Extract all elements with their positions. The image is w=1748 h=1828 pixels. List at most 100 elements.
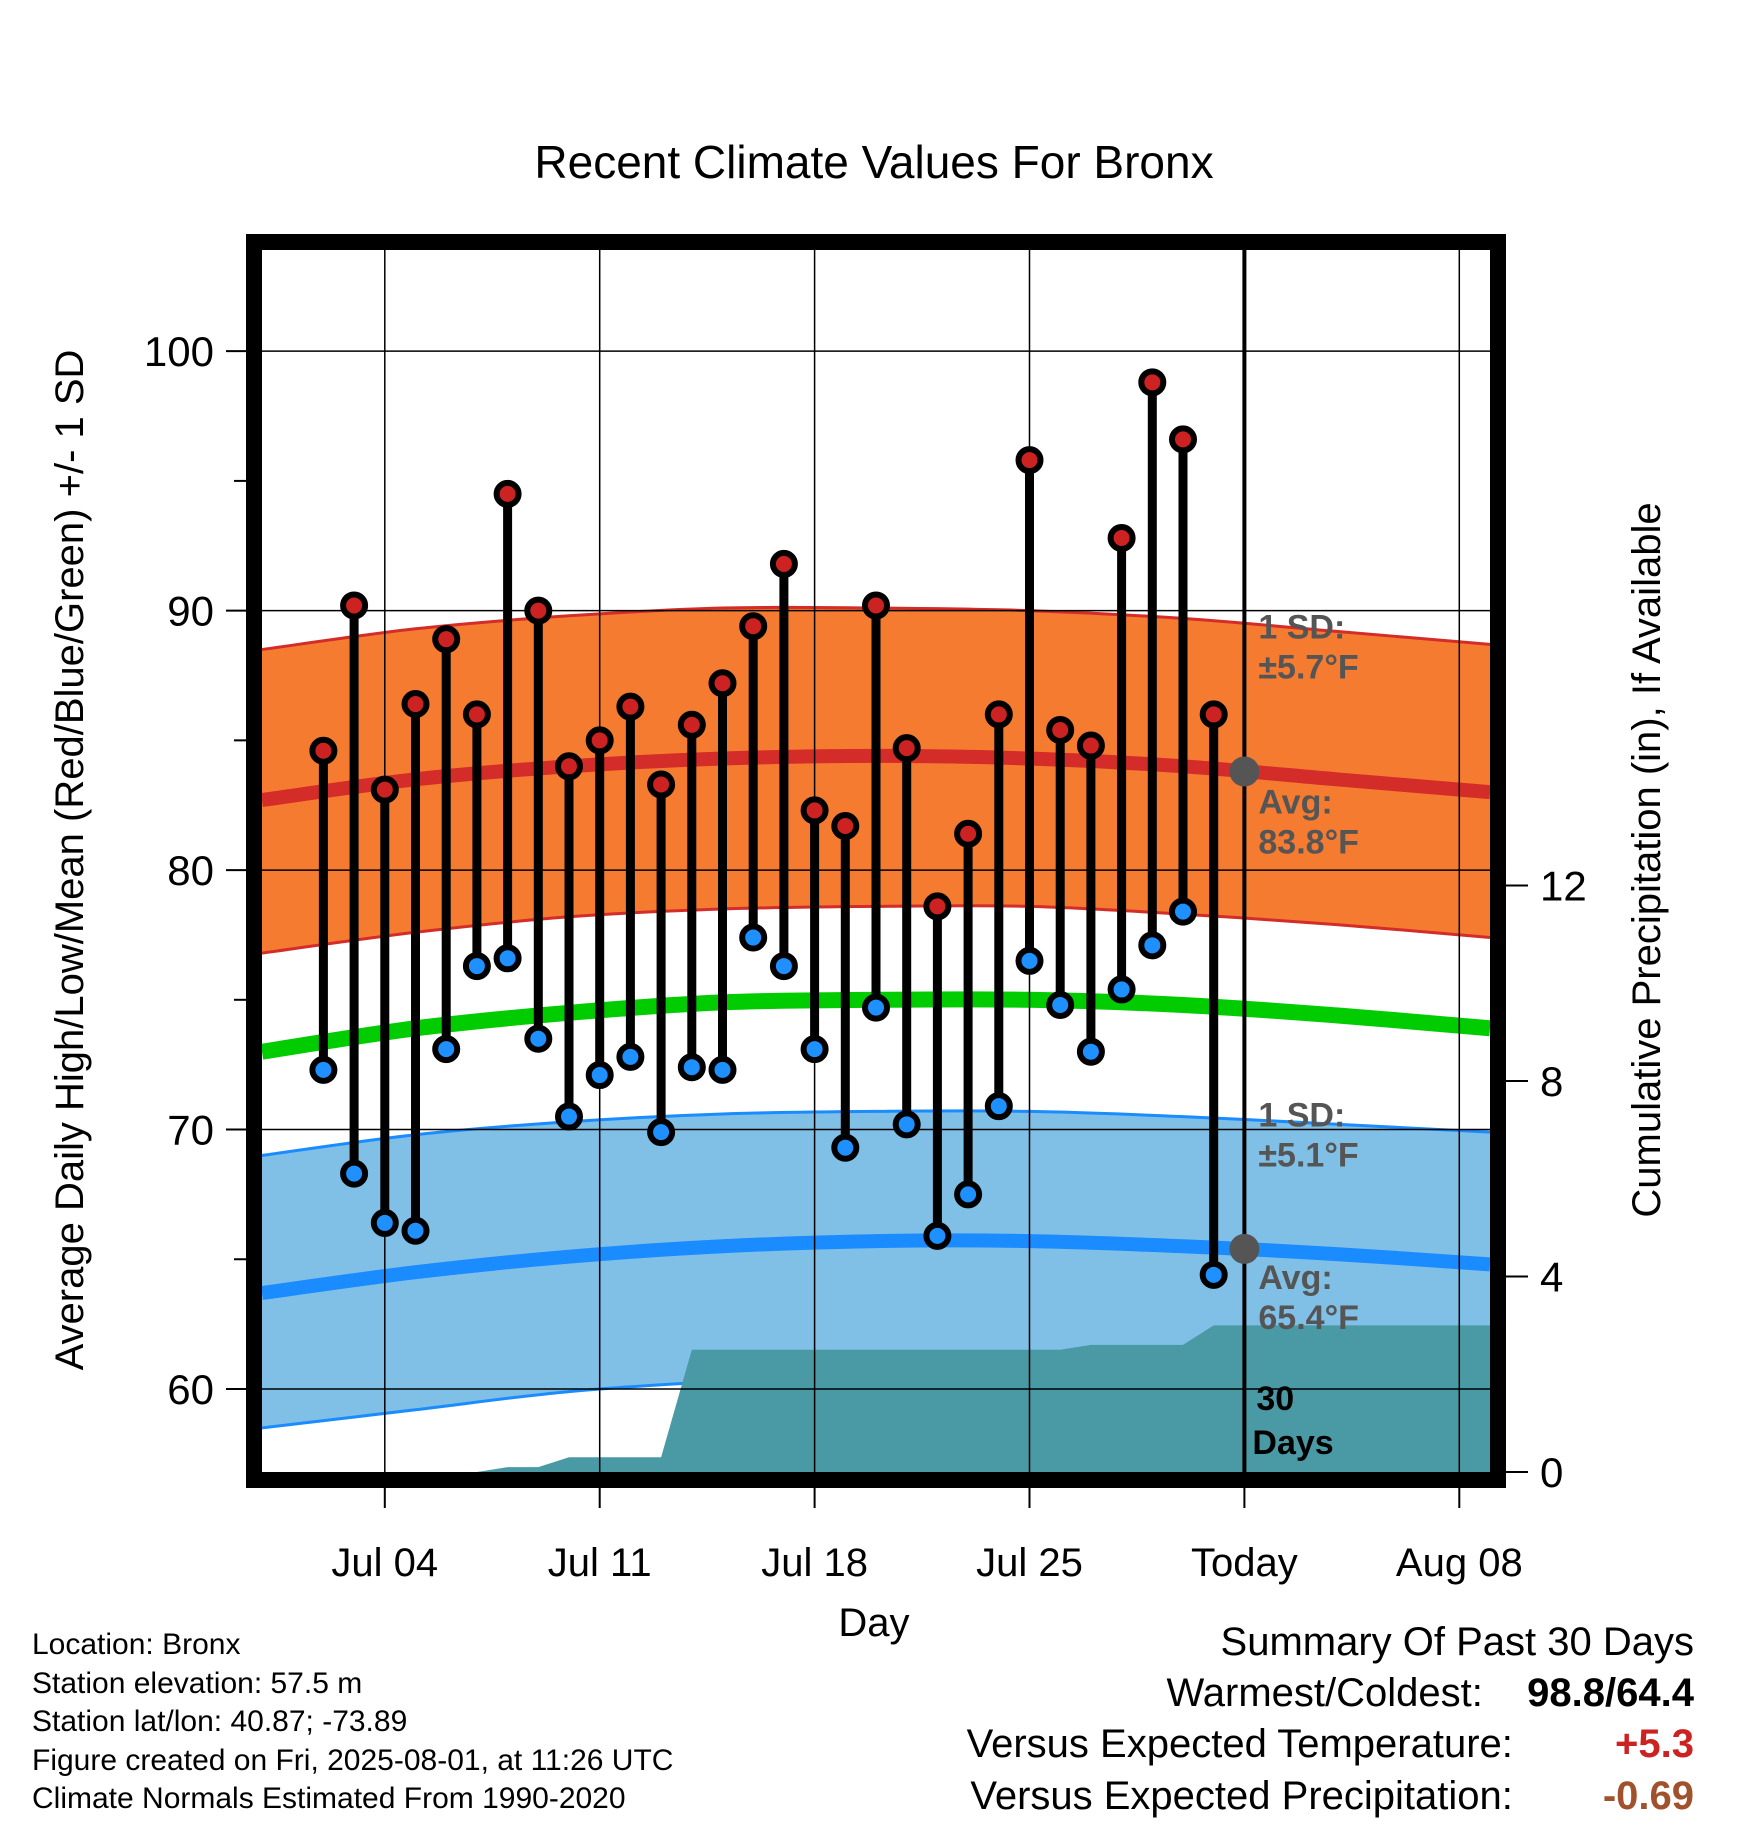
chart-title: Recent Climate Values For Bronx (534, 136, 1213, 188)
high-point (1107, 523, 1136, 552)
high-point (739, 612, 768, 641)
station-elevation: Station elevation: 57.5 m (32, 1666, 363, 1700)
low-point (432, 1035, 461, 1064)
high-sd-annotation-line: 1 SD: (1258, 608, 1345, 646)
low-point (1199, 1260, 1228, 1289)
low-point (616, 1042, 645, 1071)
summary-temp-value: +5.3 (1615, 1722, 1694, 1766)
high-avg-annotation-line: Avg: (1258, 783, 1332, 821)
x-tick-label: Today (1191, 1541, 1298, 1585)
high-point (555, 752, 583, 781)
x-tick-label: Aug 08 (1396, 1541, 1523, 1585)
high-avg-annotation: Avg: 83.8°F (1258, 783, 1359, 861)
low-sd-annotation-line: 1 SD: (1258, 1097, 1345, 1135)
high-point (984, 700, 1013, 729)
high-point (1015, 446, 1044, 475)
precipitation-area (262, 1325, 1490, 1472)
high-point (309, 736, 338, 765)
y2-tick-label: 12 (1540, 862, 1587, 909)
low-point (708, 1055, 737, 1084)
today-low-avg-marker (1229, 1233, 1260, 1264)
low-point (677, 1053, 706, 1082)
high-point (1169, 425, 1197, 454)
station-info: Location: Bronx Station elevation: 57.5 … (32, 1626, 673, 1819)
today-days-label-line: Days (1252, 1424, 1333, 1462)
high-avg-annotation-line: 83.8°F (1258, 823, 1359, 861)
low-point (892, 1110, 921, 1139)
y-tick-label: 60 (167, 1366, 214, 1413)
high-point (370, 775, 399, 804)
x-axis-label: Day (838, 1601, 909, 1645)
station-location: Location: Bronx (32, 1628, 241, 1661)
low-point (954, 1180, 983, 1209)
low-point (739, 923, 768, 952)
figure-created: Figure created on Fri, 2025-08-01, at 11… (32, 1743, 674, 1777)
low-point (1169, 897, 1197, 926)
high-point (862, 591, 890, 620)
y-tick-label: 100 (144, 328, 214, 375)
x-tick-label: Jul 25 (976, 1541, 1083, 1585)
high-point (616, 692, 645, 721)
low-point (1076, 1037, 1105, 1066)
high-point (677, 710, 706, 739)
daily-stems (318, 382, 1219, 1275)
high-point (1138, 368, 1167, 397)
low-point (493, 944, 522, 973)
high-point (892, 734, 921, 763)
today-days-label-line: 30 (1256, 1380, 1294, 1418)
low-point (984, 1092, 1013, 1121)
x-tick-label: Jul 04 (331, 1541, 438, 1585)
high-point (1046, 715, 1075, 744)
low-point (923, 1221, 952, 1250)
y-tick-label: 90 (167, 588, 214, 635)
low-point (462, 952, 491, 981)
low-point (831, 1133, 860, 1162)
low-avg-annotation-line: 65.4°F (1258, 1299, 1359, 1337)
low-point (769, 952, 798, 981)
x-tick-label: Jul 11 (548, 1541, 652, 1585)
low-point (800, 1035, 829, 1064)
summary-title: Summary Of Past 30 Days (1220, 1620, 1694, 1664)
summary-temp-label: Versus Expected Temperature: (966, 1722, 1513, 1766)
low-avg-annotation: Avg: 65.4°F (1258, 1259, 1359, 1337)
high-point (340, 591, 369, 620)
summary-precip-row: Versus Expected Precipitation: -0.69 (970, 1774, 1694, 1819)
low-point (647, 1118, 676, 1147)
low-point (524, 1024, 553, 1053)
plot-frame (246, 234, 1506, 1488)
y-tick-label: 80 (167, 847, 214, 894)
low-sd-annotation: 1 SD: ±5.1°F (1258, 1097, 1358, 1175)
high-sd-annotation: 1 SD: ±5.7°F (1258, 608, 1358, 686)
low-point (1015, 946, 1044, 975)
high-point (1199, 700, 1228, 729)
low-point (340, 1159, 369, 1188)
low-point (309, 1055, 338, 1084)
low-point (1107, 975, 1136, 1004)
low-avg-line (262, 1233, 1490, 1300)
high-point (708, 669, 737, 698)
high-point (923, 892, 952, 921)
summary-warmest-row: Warmest/Coldest: 98.8/64.4 (1167, 1671, 1695, 1716)
high-sd-annotation-line: ±5.7°F (1258, 648, 1358, 686)
high-point (432, 625, 461, 654)
low-point (1138, 931, 1167, 960)
summary-precip-value: -0.69 (1602, 1774, 1694, 1818)
low-point (585, 1061, 614, 1090)
y-axis-label: Average Daily High/Low/Mean (Red/Blue/Gr… (48, 350, 92, 1371)
today-days-label: 30 Days (1252, 1380, 1333, 1462)
high-point (401, 690, 430, 719)
y-tick-label: 70 (167, 1107, 214, 1154)
high-point (647, 770, 676, 799)
climate-normals-note: Climate Normals Estimated From 1990-2020 (32, 1782, 626, 1815)
summary-warmest-label: Warmest/Coldest: (1166, 1671, 1483, 1715)
low-sd-annotation-line: ±5.1°F (1258, 1137, 1358, 1175)
today-high-avg-marker (1229, 756, 1260, 787)
low-point (370, 1208, 399, 1237)
summary-temp-row: Versus Expected Temperature: +5.3 (967, 1722, 1694, 1767)
low-point (862, 993, 890, 1022)
high-point (585, 726, 614, 755)
summary-precip-label: Versus Expected Precipitation: (970, 1774, 1513, 1818)
high-point (800, 796, 829, 825)
